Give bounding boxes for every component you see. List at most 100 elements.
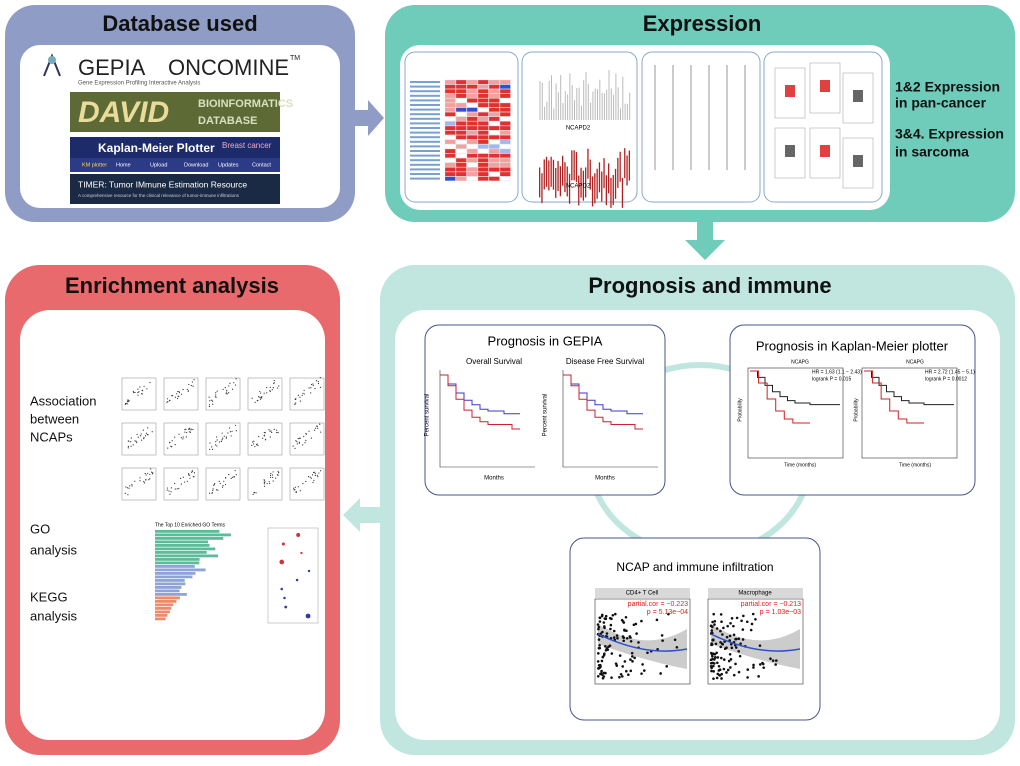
scatter-dot xyxy=(320,431,322,433)
scatter-dot xyxy=(631,655,634,658)
scatter-dot xyxy=(211,446,213,448)
kegg-dot xyxy=(284,605,288,609)
scatter-dot xyxy=(305,480,307,483)
scatter-dot xyxy=(193,379,195,381)
kegg-dot xyxy=(307,569,311,573)
card-title: NCAP and immune infiltration xyxy=(616,560,773,574)
bar xyxy=(598,162,601,193)
scatter-dot xyxy=(633,656,636,660)
scatter-dot xyxy=(715,676,719,680)
scatter-dot xyxy=(215,394,217,396)
scatter-dot xyxy=(312,384,314,387)
bar xyxy=(594,173,596,204)
oncomine-logo: ONCOMINE xyxy=(168,55,289,80)
heat-cell xyxy=(499,125,511,131)
plot-title: NCAPG xyxy=(791,359,809,365)
scatter-dot xyxy=(147,434,149,436)
scatter-dot xyxy=(228,392,230,394)
scatter-dot xyxy=(228,385,230,387)
scatter-dot xyxy=(711,638,715,642)
enrichment-inner xyxy=(20,310,325,740)
gepia-subtitle: Gene Expression Profiling Interactive An… xyxy=(78,81,200,87)
heat-cell xyxy=(477,162,489,168)
kegg-dot xyxy=(280,587,284,591)
scatter-dot xyxy=(263,435,265,437)
ci-band xyxy=(598,624,687,669)
scatter-dot xyxy=(629,669,633,673)
heat-cell xyxy=(499,153,511,158)
heat-cell xyxy=(488,162,500,168)
bar xyxy=(557,160,559,191)
scatter-dot xyxy=(264,481,266,483)
scatter-dot xyxy=(188,474,190,476)
heat-cell xyxy=(466,130,478,135)
scatter-dot xyxy=(711,620,714,624)
scatter-dot xyxy=(613,612,617,616)
row-label xyxy=(410,168,440,171)
scatter-dot xyxy=(623,629,626,632)
scatter-dot xyxy=(314,474,316,477)
scatter-dot xyxy=(312,383,314,385)
scatter-dot xyxy=(276,474,279,476)
row-label xyxy=(410,136,440,139)
menu-item: Download xyxy=(184,162,208,168)
scatter-dot xyxy=(212,488,214,490)
scatter-dot xyxy=(758,644,762,647)
scatter-dot xyxy=(266,392,268,394)
scatter-dot xyxy=(735,616,739,620)
scatter-dot xyxy=(628,635,632,638)
box-frame xyxy=(809,127,841,179)
scatter-dot xyxy=(277,470,279,473)
scatter-dot xyxy=(618,675,621,679)
scatter-dot xyxy=(188,428,190,430)
scatter-dot xyxy=(642,669,646,672)
scatter-dot xyxy=(712,677,715,680)
scatter-dot xyxy=(725,646,728,650)
heat-cell xyxy=(477,102,489,108)
heat-cell xyxy=(466,79,478,85)
row-label xyxy=(410,177,440,180)
scatter-dot xyxy=(143,437,145,440)
scatter-dot xyxy=(620,618,624,622)
scatter-dot xyxy=(131,485,133,487)
scatter-dot xyxy=(272,387,274,389)
heat-cell xyxy=(455,98,467,103)
scatter-frame xyxy=(163,467,199,501)
scatter-dot xyxy=(234,384,237,386)
scatter-dot xyxy=(149,473,151,476)
axis-label: Months xyxy=(484,476,504,482)
row-label xyxy=(410,159,440,162)
plot-frame xyxy=(594,598,691,685)
heat-cell xyxy=(499,162,511,168)
scatter-dot xyxy=(132,390,134,393)
scatter-dot xyxy=(220,440,222,442)
heat-cell xyxy=(444,84,456,89)
scatter-dot xyxy=(222,388,224,390)
scatter-dot xyxy=(180,437,182,439)
axis-label: Percent survival xyxy=(425,394,431,437)
scatter-dot xyxy=(600,669,603,673)
scatter-dot xyxy=(710,629,714,632)
scatter-dot xyxy=(137,394,139,396)
scatter-dot xyxy=(752,666,755,669)
scatter-frame xyxy=(121,377,157,411)
david-banner xyxy=(70,92,280,132)
scatter-dot xyxy=(259,396,261,399)
heat-cell xyxy=(499,102,511,108)
scatter-dot xyxy=(722,658,726,661)
scatter-dot xyxy=(235,424,237,427)
bar xyxy=(610,177,612,208)
go-bar xyxy=(155,530,220,533)
scatter-dot xyxy=(226,393,228,395)
bar xyxy=(550,156,552,187)
box xyxy=(785,145,795,157)
bar xyxy=(539,167,541,198)
scatter-dot xyxy=(143,436,145,439)
heat-cell xyxy=(455,158,467,163)
bar xyxy=(564,162,566,193)
box-frame xyxy=(842,137,874,189)
scatter-dot xyxy=(259,398,262,400)
scatter-dot xyxy=(660,634,664,637)
scatter-dot xyxy=(598,616,602,620)
scatter-dot xyxy=(271,389,273,391)
